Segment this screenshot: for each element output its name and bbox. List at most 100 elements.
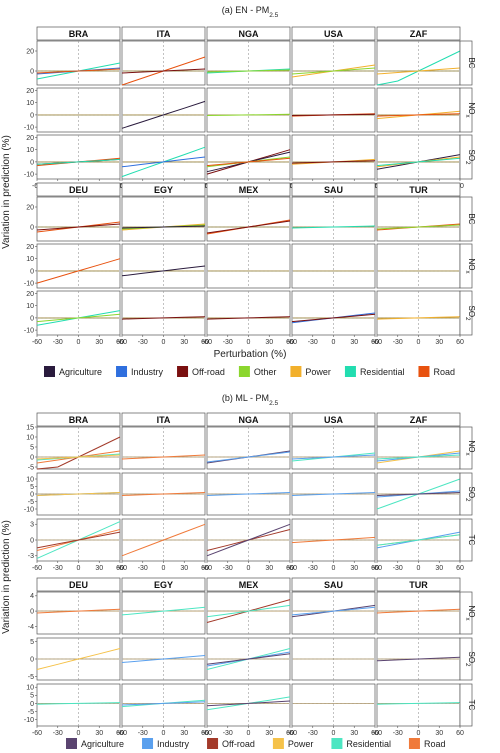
facet-sau-nox: [291, 591, 376, 635]
country-strip-label: DEU: [69, 580, 88, 590]
x-tick-label: 60: [116, 339, 124, 346]
x-tick-label: 30: [95, 339, 103, 346]
series-line-road: [36, 68, 121, 74]
series-line-other: [206, 113, 291, 116]
country-strip-zaf: ZAF: [376, 412, 461, 427]
facet-nga-nox: [206, 426, 291, 470]
country-strip-label: BRA: [69, 29, 89, 39]
country-strip-label: ITA: [157, 415, 171, 425]
y-axis-so2: -5 0 5: [28, 639, 37, 681]
x-tick-label: -30: [223, 339, 233, 346]
country-strip-box: [291, 26, 376, 41]
series-line-road: [376, 608, 461, 614]
facet-usa-so2: [291, 472, 376, 516]
row-strip-box: [459, 134, 473, 180]
x-tick-label: -30: [308, 339, 318, 346]
legend-swatch: [116, 366, 128, 377]
row-strip-box: [459, 518, 473, 562]
x-tick-label: 30: [180, 730, 188, 737]
panel-title: (b) ML - PM2.5: [222, 393, 279, 407]
country-strip-mex: MEX: [206, 182, 291, 197]
row-strip-so2: SO2: [459, 134, 476, 180]
legend-label: Agriculture: [59, 367, 102, 377]
country-strip-label: MEX: [239, 185, 259, 195]
facet-egy-so2: [121, 290, 206, 336]
series-line-residential: [376, 534, 461, 546]
country-strip-box: [36, 182, 121, 197]
country-strip-label: TUR: [409, 185, 428, 195]
series-line-off-road: [206, 316, 291, 320]
series-line-road: [121, 454, 206, 460]
x-axis-tur: -60 -30 0 30 60: [372, 335, 464, 346]
y-tick-label: 0: [30, 224, 34, 231]
series-line-industry: [206, 492, 291, 496]
row-strip-label: NOx: [464, 259, 476, 274]
series-line-off-road: [121, 68, 206, 74]
x-tick-label: -30: [138, 339, 148, 346]
series-line-off-road: [291, 113, 376, 116]
series-line-road: [36, 608, 121, 614]
y-tick-label: 20: [26, 48, 34, 55]
country-strip-zaf: ZAF: [376, 26, 461, 41]
x-tick-label: -30: [138, 565, 148, 572]
country-strip-box: [206, 26, 291, 41]
legend-label: Off-road: [222, 739, 255, 749]
facet-nga-tc: [206, 518, 291, 562]
row-strip-label: TC: [467, 535, 476, 546]
x-tick-label: -60: [117, 565, 127, 572]
series-line-road: [291, 536, 376, 544]
legend-item-agriculture: Agriculture: [44, 366, 102, 377]
x-tick-label: 0: [77, 565, 81, 572]
row-strip-nox: NOx: [459, 87, 476, 133]
x-tick-label: -60: [117, 339, 127, 346]
y-tick-label: 10: [26, 685, 34, 692]
facet-sau-tc: [291, 683, 376, 727]
x-tick-label: 60: [286, 730, 294, 737]
series-line-other: [291, 67, 376, 75]
y-tick-label: -5: [28, 499, 34, 506]
y-axis-bc: 0 20: [26, 204, 37, 231]
country-strip-box: [36, 577, 121, 592]
x-tick-label: 30: [265, 565, 273, 572]
facet-zaf-tc: [376, 518, 461, 562]
facet-block-top: BRA ITA NGA USA ZAF-5051015-10-50510-303-60-…: [24, 412, 464, 572]
x-tick-label: -60: [287, 565, 297, 572]
country-strip-bra: BRA: [36, 26, 121, 41]
x-axis-nga: -60 -30 0 30 60: [202, 561, 294, 572]
facet-mex-nox: [206, 243, 291, 289]
row-strip-label: NOx: [464, 441, 476, 456]
x-tick-label: 0: [247, 565, 251, 572]
legend-swatch: [207, 738, 219, 749]
facet-mex-bc: [206, 196, 291, 242]
series-line-industry: [121, 701, 206, 706]
country-strip-tur: TUR: [376, 182, 461, 197]
y-tick-label: -10: [24, 328, 34, 335]
country-strip-ita: ITA: [121, 26, 206, 41]
facet-bra-tc: [36, 518, 121, 562]
x-tick-label: 30: [95, 565, 103, 572]
series-line-off-road: [206, 220, 291, 234]
series-line-off-road: [291, 313, 376, 323]
facet-sau-nox: [291, 243, 376, 289]
y-axis-so2: -10 0 10 20: [24, 291, 37, 335]
x-axis-bra: -60 -30 0 30 60: [32, 561, 124, 572]
x-axis-zaf: -60 -30 0 30 60: [372, 561, 464, 572]
legend-swatch: [177, 366, 189, 377]
y-tick-label: 0: [30, 454, 34, 461]
y-tick-label: 5: [30, 444, 34, 451]
x-tick-label: -60: [287, 339, 297, 346]
x-tick-label: 0: [162, 565, 166, 572]
x-axis-deu: -60 -30 0 30 60: [32, 335, 124, 346]
x-axis-deu: -60 -30 0 30 60: [32, 726, 124, 737]
country-strip-box: [121, 577, 206, 592]
x-tick-label: -60: [32, 339, 42, 346]
legend-label: Road: [433, 367, 455, 377]
row-strip-tc: TC: [459, 518, 476, 562]
legend-swatch: [331, 738, 343, 749]
country-strip-box: [206, 412, 291, 427]
country-strip-box: [36, 26, 121, 41]
country-strip-box: [291, 182, 376, 197]
x-tick-label: 30: [350, 339, 358, 346]
y-tick-label: 20: [26, 88, 34, 95]
